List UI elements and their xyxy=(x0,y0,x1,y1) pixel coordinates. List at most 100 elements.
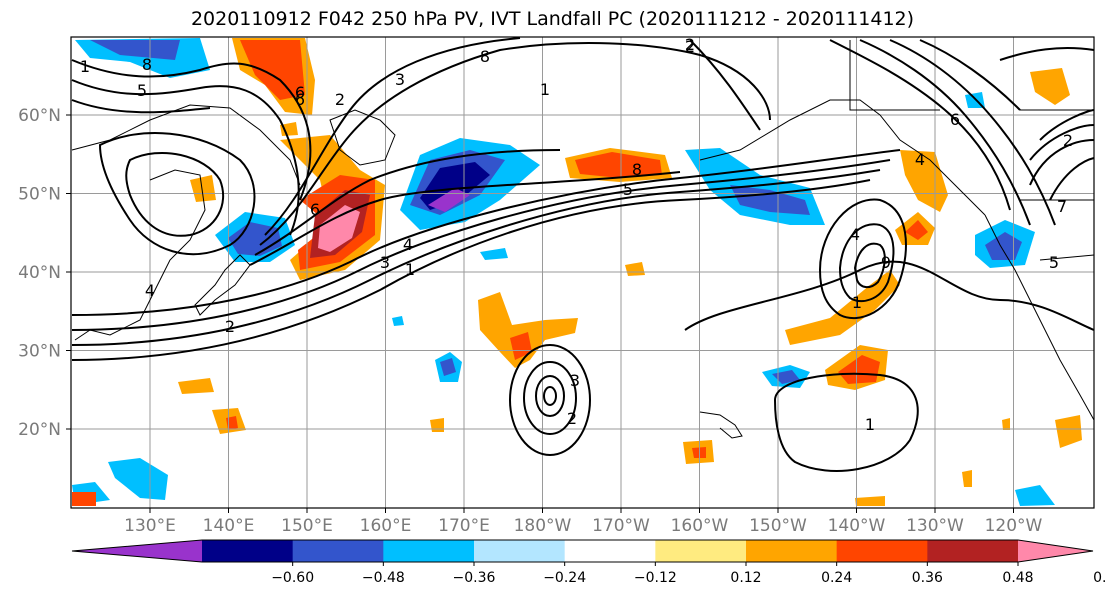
lon-tick-label: 160°W xyxy=(671,516,729,536)
pos-patch xyxy=(905,220,928,240)
colorbar-tick-label: −0.12 xyxy=(634,570,677,586)
neg-patch xyxy=(985,232,1022,260)
gridlines xyxy=(71,37,1094,508)
colorbar-segment xyxy=(202,540,294,562)
neg-patch xyxy=(392,316,404,326)
pos-patch xyxy=(280,122,298,136)
lon-tick-label: 150°E xyxy=(281,516,333,536)
contour-label: 5 xyxy=(623,180,633,199)
contour-label: 7 xyxy=(1057,197,1067,216)
colorbar-tick-label: 0.24 xyxy=(821,570,852,586)
neg-patch xyxy=(440,358,456,376)
pos-patch xyxy=(178,378,214,394)
colorbar-segment xyxy=(383,540,475,562)
contour-label: 1 xyxy=(80,57,90,76)
contour-label: 9 xyxy=(881,253,891,272)
lon-tick-label: 140°W xyxy=(828,516,886,536)
contour-label: 6 xyxy=(295,90,305,109)
colorbar-tick-label: −0.36 xyxy=(453,570,496,586)
colorbar-tick-label: 0.48 xyxy=(1002,570,1033,586)
contour-label: 4 xyxy=(915,150,925,169)
colorbar-segment xyxy=(474,540,566,562)
contour-label: 8 xyxy=(142,55,152,74)
colorbar-extend-min xyxy=(72,540,202,562)
colorbar: −0.60 −0.48 −0.36 −0.24 −0.12 0.12 0.24 0.36 0.4… xyxy=(71,539,1105,586)
contour-label: 6 xyxy=(295,83,305,102)
lat-tick-label: 40°N xyxy=(18,263,61,283)
pos-patch xyxy=(838,355,880,384)
pos-patch xyxy=(318,205,360,252)
contour-label: 4 xyxy=(145,281,155,300)
lon-tick-label: 170°W xyxy=(592,516,650,536)
contour-label: 1 xyxy=(865,415,875,434)
neg-patch xyxy=(420,162,490,210)
contour-label: 2 xyxy=(225,317,235,336)
pos-patch xyxy=(575,152,662,178)
colorbar-segment xyxy=(927,540,1019,562)
colorbar-segment xyxy=(564,540,656,562)
contour-label: 5 xyxy=(137,81,147,100)
contour-label: 2 xyxy=(567,409,577,428)
colorbar-outline xyxy=(71,539,1094,563)
pos-patch xyxy=(855,496,885,506)
lat-tick-label: 30°N xyxy=(18,342,61,362)
contour-label: 3 xyxy=(570,371,580,390)
contour-label: 5 xyxy=(1049,253,1059,272)
map-title: 2020110912 F042 250 hPa PV, IVT Landfall… xyxy=(190,8,915,30)
lon-tick-label: 180°W xyxy=(514,516,572,536)
pos-patch xyxy=(962,470,972,487)
contour-label: 8 xyxy=(480,47,490,66)
lat-axis-labels: 60°N 50°N 40°N 30°N 20°N xyxy=(18,106,71,440)
colorbar-segment xyxy=(836,540,928,562)
pos-patch xyxy=(226,416,238,430)
contour-label: 8 xyxy=(632,160,642,179)
lon-tick-label: 120°W xyxy=(985,516,1043,536)
colorbar-tick-label: 0.60 xyxy=(1093,570,1105,586)
neg-patch xyxy=(730,185,810,215)
lon-tick-label: 170°E xyxy=(438,516,490,536)
neg-patch xyxy=(90,40,180,60)
neg-patch xyxy=(480,248,508,260)
pos-patch xyxy=(240,40,305,100)
contour-label: 1 xyxy=(540,80,550,99)
neg-patch xyxy=(108,458,168,500)
colorbar-tick-label: −0.24 xyxy=(543,570,586,586)
colorbar-tick-label: −0.48 xyxy=(362,570,405,586)
contour-label: 4 xyxy=(850,225,860,244)
pos-patch xyxy=(430,418,444,432)
neg-patch xyxy=(1015,485,1055,506)
pos-patch xyxy=(1055,415,1082,448)
lon-tick-label: 140°E xyxy=(203,516,255,536)
colorbar-tick-label: 0.12 xyxy=(730,570,761,586)
lat-tick-label: 50°N xyxy=(18,185,61,205)
contour-label: 4 xyxy=(403,235,413,254)
pos-patch xyxy=(72,492,96,506)
contour-label: 3 xyxy=(380,253,390,272)
colorbar-segment xyxy=(292,540,384,562)
colorbar-segment xyxy=(746,540,838,562)
lon-axis-labels: 130°E 140°E 150°E 160°E 170°E 180°W 170°W 160°W… xyxy=(124,508,1043,536)
contour-label: 6 xyxy=(310,200,320,219)
colorbar-segment xyxy=(655,540,747,562)
lat-tick-label: 20°N xyxy=(18,420,61,440)
pos-patch xyxy=(785,270,900,345)
neg-patch xyxy=(772,370,800,384)
contour-label: 1 xyxy=(405,260,415,279)
colorbar-tick-label: 0.36 xyxy=(912,570,943,586)
lon-tick-label: 130°W xyxy=(906,516,964,536)
pos-patch xyxy=(190,175,216,202)
ivt-contours xyxy=(71,37,1095,472)
coastlines xyxy=(71,40,1095,439)
pos-patch xyxy=(510,332,532,360)
lon-tick-label: 150°W xyxy=(749,516,807,536)
contour-label: 1 xyxy=(852,293,862,312)
pos-patch xyxy=(1002,418,1010,430)
contour-label: 3 xyxy=(395,70,405,89)
colorbar-tick-label: −0.60 xyxy=(271,570,314,586)
lon-tick-label: 130°E xyxy=(124,516,176,536)
contour-label: 2 xyxy=(335,90,345,109)
lon-tick-label: 160°E xyxy=(360,516,412,536)
colorbar-extend-max xyxy=(1018,540,1093,562)
